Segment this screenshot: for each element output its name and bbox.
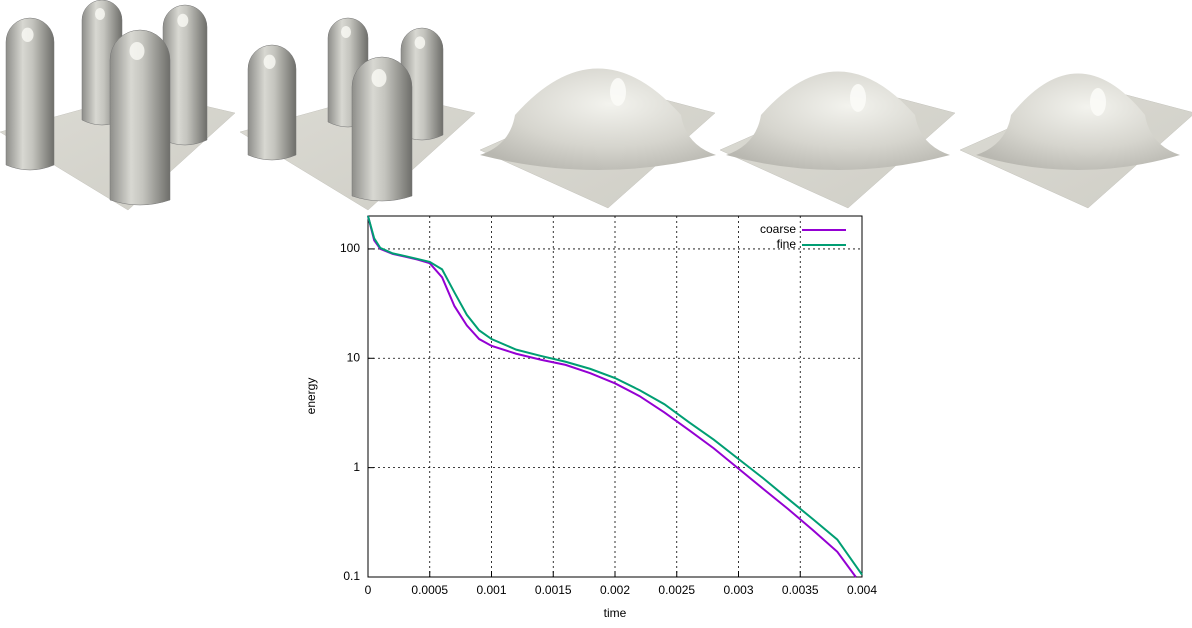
highlight [850, 84, 866, 112]
plot-frame [367, 215, 863, 578]
series-line [367, 215, 863, 576]
x-tick-label: 0 [365, 583, 372, 597]
surface-renders [0, 0, 1192, 211]
pillar [162, 4, 208, 146]
highlight [341, 26, 351, 38]
x-tick-label: 0.001 [476, 583, 506, 597]
y-tick-label: 0.1 [343, 569, 360, 583]
pillar [247, 44, 297, 161]
highlight [610, 78, 626, 106]
pillar [109, 29, 171, 206]
y-tick-label: 10 [347, 350, 361, 364]
y-axis-label: energy [304, 378, 318, 415]
y-tick-label: 100 [340, 241, 360, 255]
highlight [21, 27, 34, 42]
x-tick-label: 0.0005 [411, 583, 448, 597]
dome [480, 68, 716, 170]
x-tick-label: 0.0025 [658, 583, 695, 597]
x-tick-label: 0.003 [723, 583, 753, 597]
highlight [95, 8, 105, 20]
dome [976, 73, 1180, 170]
highlight [414, 36, 426, 49]
y-tick-label: 1 [353, 460, 360, 474]
highlight [177, 13, 189, 27]
legend-label: coarse [760, 222, 796, 236]
pillar [5, 17, 55, 171]
pillar [351, 56, 413, 202]
highlight [371, 69, 387, 87]
x-tick-label: 0.004 [847, 583, 877, 597]
highlight [263, 54, 276, 69]
x-axis-label: time [604, 606, 627, 620]
x-tick-label: 0.0035 [782, 583, 819, 597]
highlight [1090, 88, 1106, 116]
x-tick-label: 0.002 [600, 583, 630, 597]
highlight [129, 42, 145, 60]
dome [726, 71, 950, 170]
series-line [367, 215, 857, 578]
x-tick-label: 0.0015 [535, 583, 572, 597]
legend-label: fine [777, 237, 797, 251]
